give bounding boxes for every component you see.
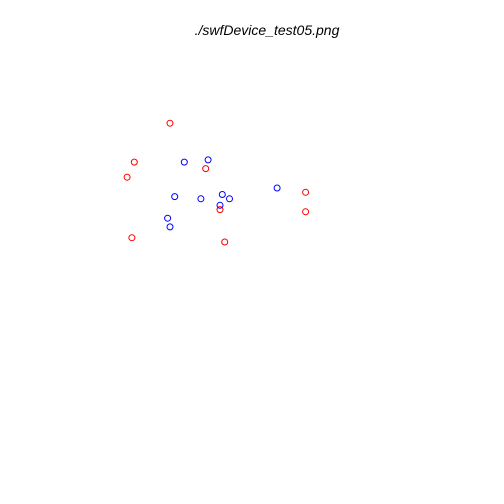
data-point-s1-7	[302, 208, 310, 216]
data-point-s2-1	[180, 158, 188, 166]
data-point-s1-2	[130, 158, 138, 166]
data-point-s2-10	[166, 223, 174, 231]
data-point-s1-8	[128, 234, 136, 242]
data-point-s1-6	[216, 206, 224, 214]
data-point-s1-4	[202, 165, 210, 173]
data-point-s1-3	[123, 173, 131, 181]
points-layer	[123, 119, 310, 246]
data-point-s2-7	[226, 195, 233, 203]
data-point-s2-5	[171, 193, 179, 201]
data-point-s2-3	[273, 184, 281, 192]
data-point-s2-4	[218, 191, 226, 198]
data-point-s1-9	[221, 238, 229, 246]
data-point-s1-5	[302, 188, 310, 196]
data-point-s2-2	[204, 156, 212, 164]
data-point-s1-1	[166, 119, 174, 127]
data-point-s2-6	[197, 195, 205, 203]
data-point-s2-9	[164, 214, 172, 222]
data-point-s2-8	[216, 201, 224, 209]
chart-title: ./swfDevice_test05.png	[195, 22, 340, 38]
